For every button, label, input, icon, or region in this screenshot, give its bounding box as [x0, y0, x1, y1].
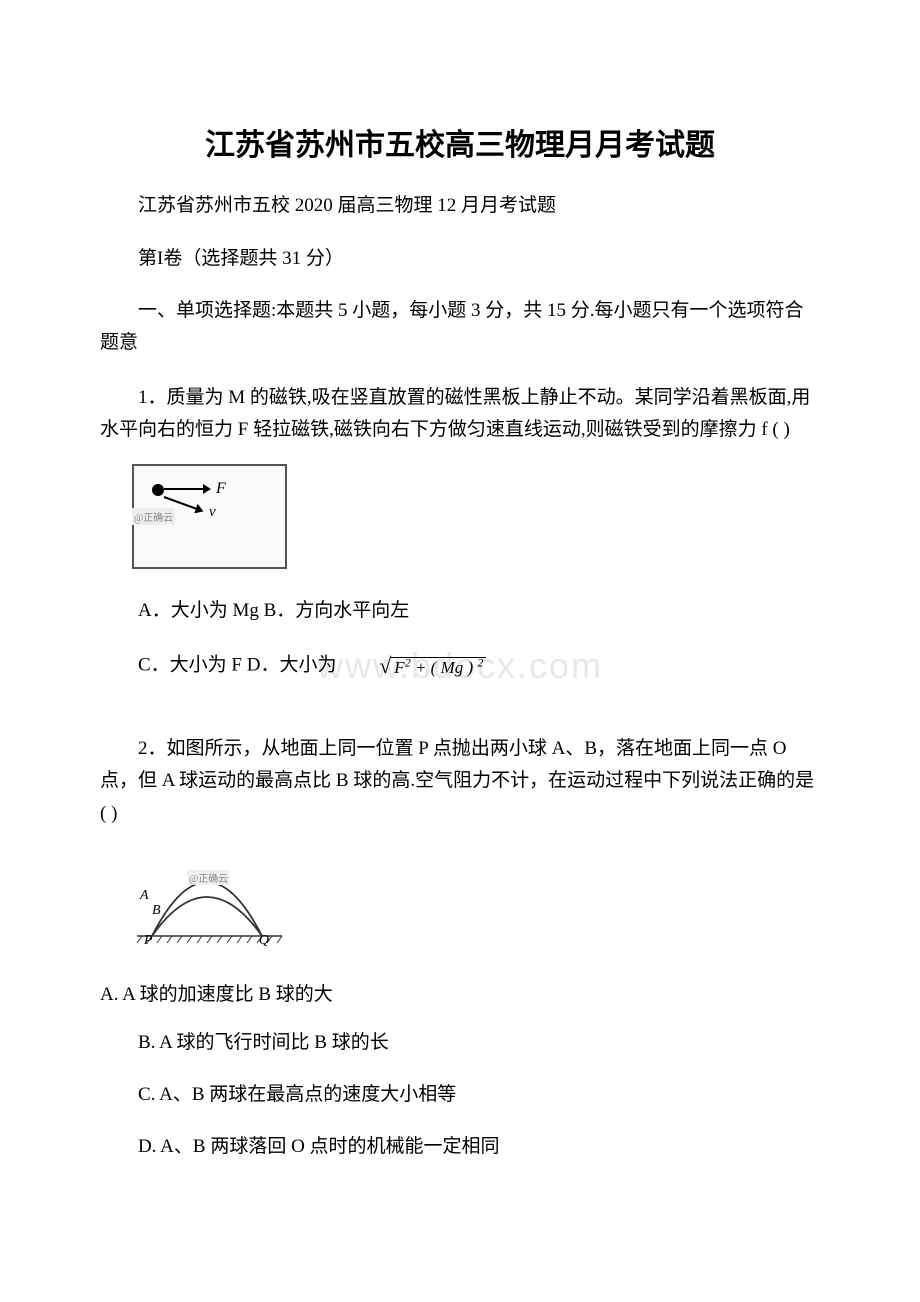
q2-stem: 2．如图所示，从地面上同一位置 P 点抛出两小球 A、B，落在地面上同一点 O …: [100, 733, 820, 830]
formula-exp1: 2: [405, 656, 411, 670]
formula-exp2: 2: [477, 656, 483, 670]
q2-label-a: A: [140, 888, 149, 904]
q2-label-q: Q: [259, 933, 269, 949]
q1-option-cd: C．大小为 F D．大小为 √F2 + ( Mg ) 2: [100, 645, 820, 687]
section-instruction: 一、单项选择题:本题共 5 小题，每小题 3 分，共 15 分.每小题只有一个选…: [100, 295, 820, 360]
figure-watermark: @正确云: [132, 508, 175, 525]
magnet-dot-icon: [152, 484, 164, 496]
q2-label-p: P: [144, 933, 153, 949]
q1-option-ab: A．大小为 Mg B．方向水平向左: [100, 593, 820, 629]
sqrt-symbol-icon: √: [379, 653, 391, 678]
document-content: 江苏省苏州市五校高三物理月月考试题 江苏省苏州市五校 2020 届高三物理 12…: [100, 120, 820, 1165]
q2-figure-watermark: @正确云: [187, 870, 230, 885]
trajectory-b-icon: [152, 897, 262, 936]
sqrt-inner: F2 + ( Mg ) 2: [391, 657, 486, 677]
formula-Mg: Mg: [441, 658, 464, 677]
q1-figure: F v @正确云: [132, 464, 820, 569]
section-label: 第I卷（选择题共 31 分）: [100, 245, 820, 274]
q1-figure-box: F v @正确云: [132, 464, 287, 569]
q2-figure: A B P Q @正确云: [132, 848, 287, 953]
spacer: [100, 703, 820, 733]
document-subtitle: 江苏省苏州市五校 2020 届高三物理 12 月月考试题: [100, 192, 820, 221]
q2-option-a: A. A 球的加速度比 B 球的大: [100, 977, 820, 1013]
q2-option-c: C. A、B 两球在最高点的速度大小相等: [100, 1077, 820, 1113]
q2-option-b: B. A 球的飞行时间比 B 球的长: [100, 1025, 820, 1061]
force-arrow-icon: [164, 488, 209, 490]
trajectory-a-icon: [152, 882, 262, 936]
q1-stem: 1．质量为 M 的磁铁,吸在竖直放置的磁性黑板上静止不动。某同学沿着黑板面,用水…: [100, 382, 820, 447]
force-label: F: [216, 480, 226, 498]
sqrt-formula: √F2 + ( Mg ) 2: [341, 645, 486, 687]
q1-option-cd-prefix: C．大小为 F D．大小为: [138, 655, 336, 676]
document-title: 江苏省苏州市五校高三物理月月考试题: [100, 120, 820, 164]
velocity-label: v: [209, 504, 216, 521]
q2-option-d: D. A、B 两球落回 O 点时的机械能一定相同: [100, 1129, 820, 1165]
q2-label-b: B: [152, 903, 161, 919]
formula-F: F: [394, 658, 404, 677]
